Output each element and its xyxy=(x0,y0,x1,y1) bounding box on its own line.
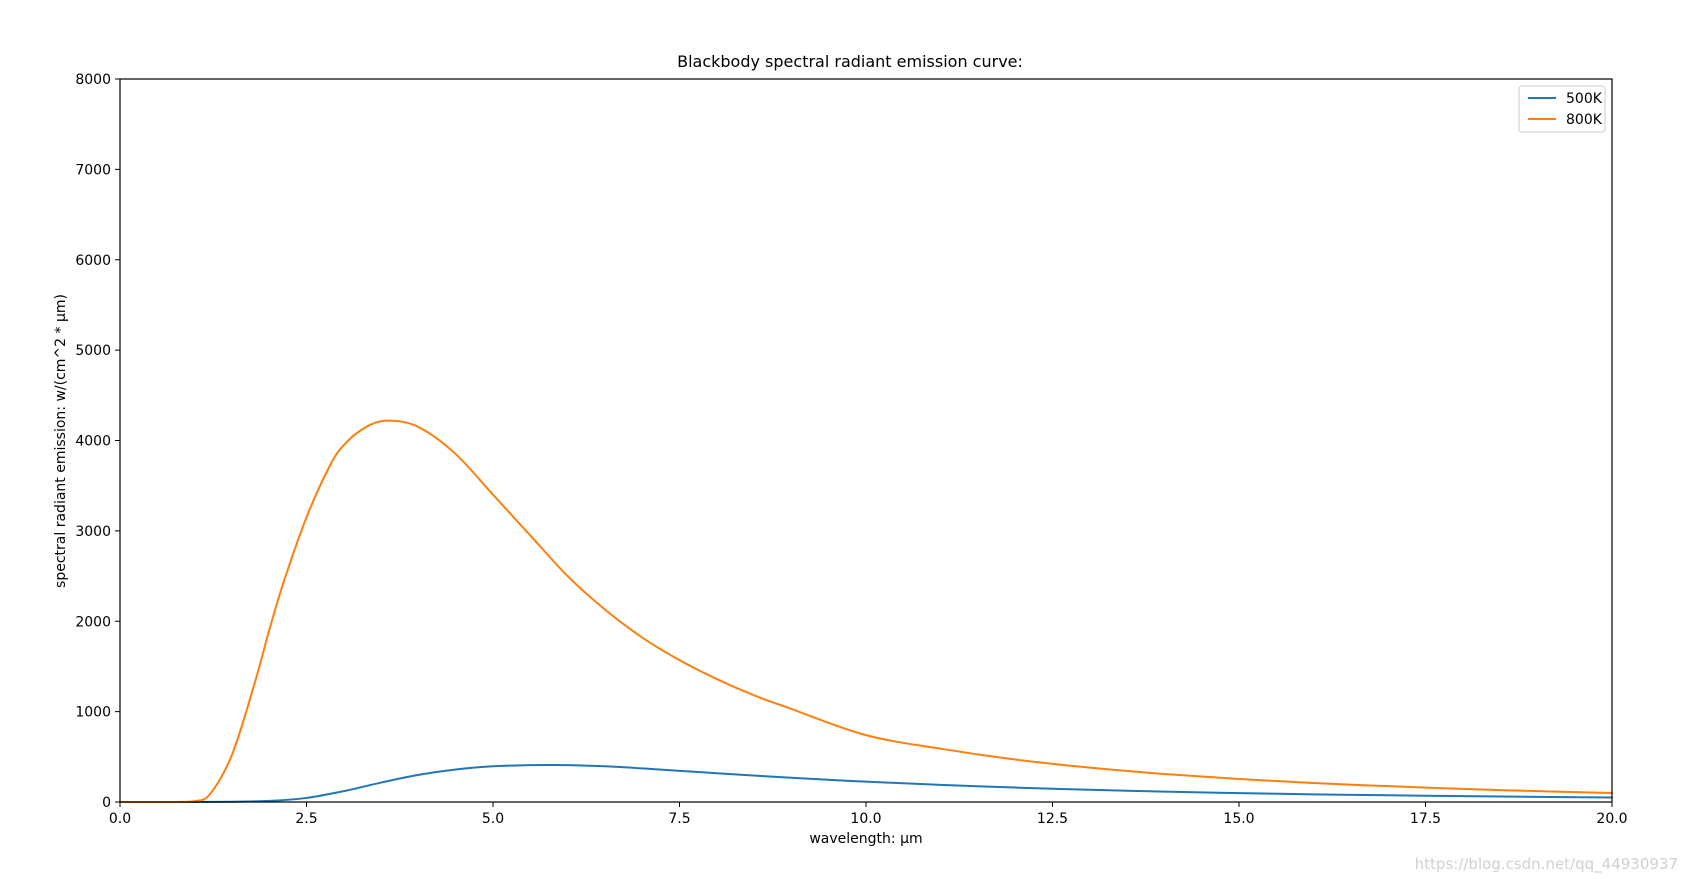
x-tick-label: 17.5 xyxy=(1410,811,1441,827)
y-axis-label: spectral radiant emission: w/(cm^2 * μm) xyxy=(53,294,69,588)
y-tick-label: 3000 xyxy=(75,524,111,540)
y-tick-label: 8000 xyxy=(75,72,111,88)
series-layer xyxy=(119,419,1613,803)
x-tick-label: 2.5 xyxy=(295,811,317,827)
x-tick-label: 0.0 xyxy=(109,811,131,827)
y-tick-label: 1000 xyxy=(75,705,111,721)
legend: 500K 800K xyxy=(1518,85,1606,133)
y-tick-label: 4000 xyxy=(75,434,111,450)
y-tick-label: 5000 xyxy=(75,343,111,359)
watermark: https://blog.csdn.net/qq_44930937 xyxy=(1415,855,1678,874)
series-line-800k xyxy=(119,419,1613,803)
x-tick-label: 5.0 xyxy=(482,811,504,827)
y-tick-label: 6000 xyxy=(75,253,111,269)
y-axis: 0 1000 2000 3000 4000 5000 6000 7000 8000 xyxy=(75,72,120,811)
chart-title: Blackbody spectral radiant emission curv… xyxy=(677,52,1023,71)
legend-label: 500K xyxy=(1566,91,1603,107)
x-axis-label: wavelength: μm xyxy=(809,831,922,847)
y-tick-label: 2000 xyxy=(75,614,111,630)
x-tick-label: 20.0 xyxy=(1596,811,1627,827)
x-tick-label: 12.5 xyxy=(1037,811,1068,827)
legend-label: 800K xyxy=(1566,112,1603,128)
series-line-500k xyxy=(119,763,1613,803)
x-axis: 0.0 2.5 5.0 7.5 10.0 12.5 15.0 17.5 20.0 xyxy=(109,802,1628,827)
y-tick-label: 7000 xyxy=(75,162,111,178)
x-tick-label: 10.0 xyxy=(850,811,881,827)
x-tick-label: 7.5 xyxy=(668,811,690,827)
y-tick-label: 0 xyxy=(102,795,111,811)
x-tick-label: 15.0 xyxy=(1223,811,1254,827)
